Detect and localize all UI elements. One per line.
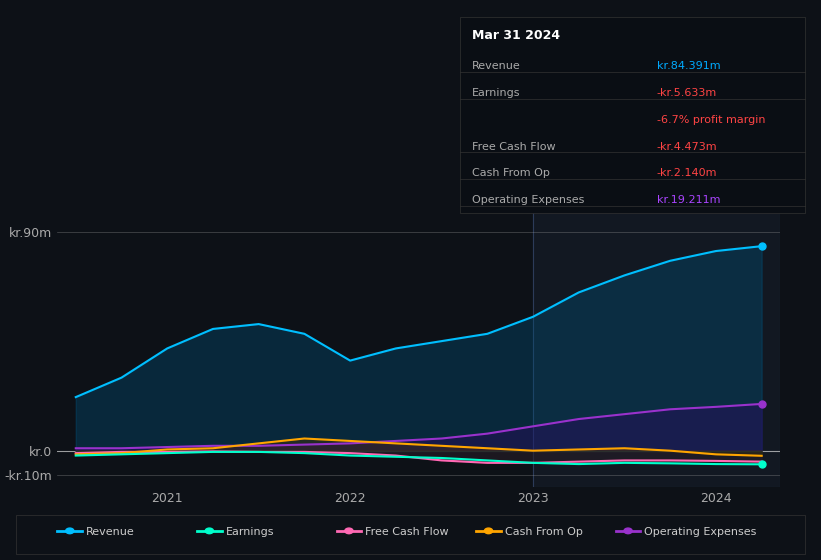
Text: -kr.5.633m: -kr.5.633m: [657, 88, 717, 98]
Bar: [533, 207, 780, 487]
Text: Revenue: Revenue: [472, 61, 521, 71]
Text: Free Cash Flow: Free Cash Flow: [472, 142, 556, 152]
Text: Earnings: Earnings: [472, 88, 521, 98]
Text: Mar 31 2024: Mar 31 2024: [472, 29, 560, 42]
Text: Cash From Op: Cash From Op: [472, 169, 550, 179]
Text: kr.84.391m: kr.84.391m: [657, 61, 720, 71]
Text: -6.7% profit margin: -6.7% profit margin: [657, 115, 765, 125]
Text: -kr.4.473m: -kr.4.473m: [657, 142, 718, 152]
Text: Operating Expenses: Operating Expenses: [472, 195, 585, 206]
Text: Earnings: Earnings: [226, 527, 274, 537]
Text: Free Cash Flow: Free Cash Flow: [365, 527, 449, 537]
Text: kr.19.211m: kr.19.211m: [657, 195, 720, 206]
Text: Operating Expenses: Operating Expenses: [644, 527, 757, 537]
Text: Revenue: Revenue: [86, 527, 135, 537]
Text: -kr.2.140m: -kr.2.140m: [657, 169, 718, 179]
Text: Cash From Op: Cash From Op: [505, 527, 583, 537]
